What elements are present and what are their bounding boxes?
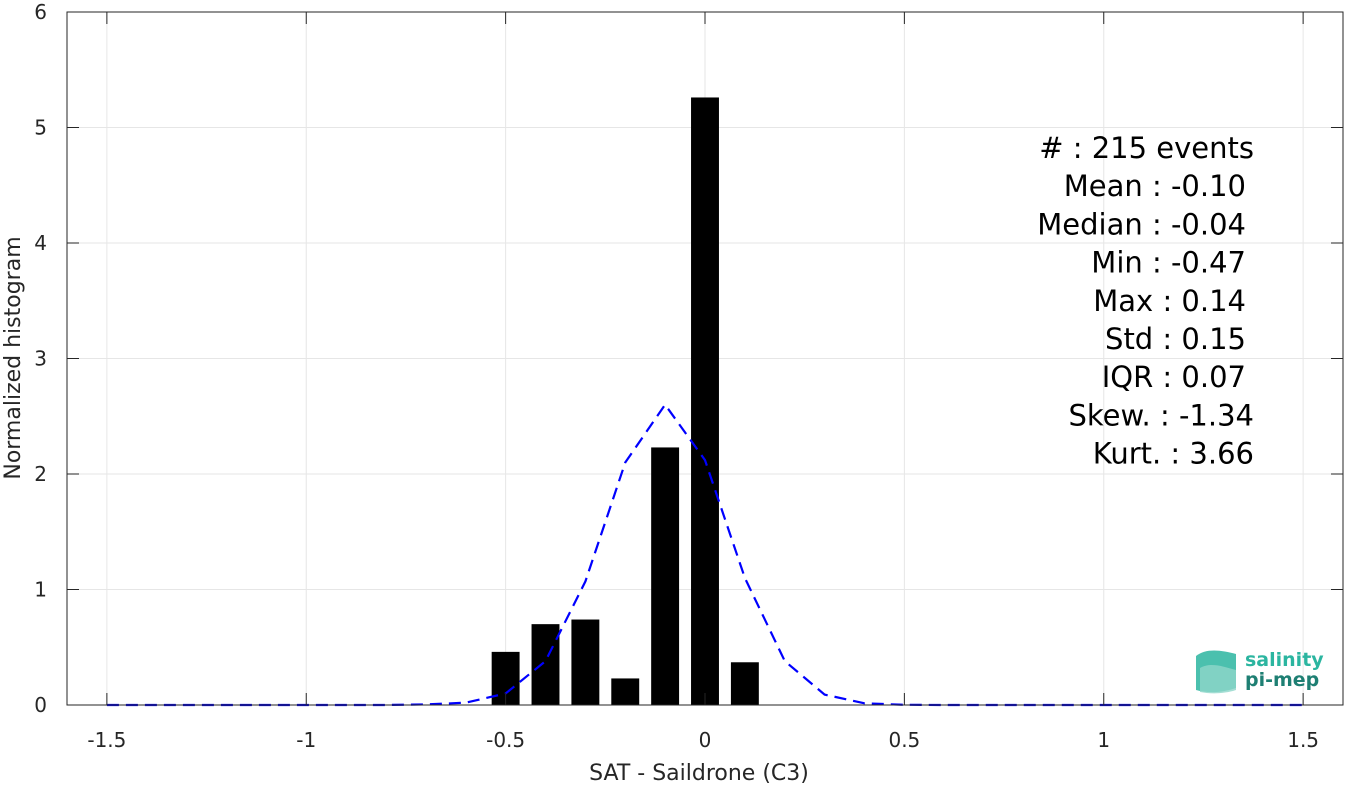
y-tick-label: 0	[34, 693, 47, 717]
x-tick-label: -1	[296, 728, 316, 752]
histogram-bars	[491, 97, 759, 706]
histogram-bar	[691, 97, 719, 706]
histogram-bar	[531, 624, 560, 705]
y-tick-label: 4	[34, 231, 47, 255]
stat-line: Min : -0.47	[1091, 246, 1246, 280]
y-tick-label: 5	[34, 116, 47, 140]
x-tick-label: 1	[1097, 728, 1110, 752]
histogram-bar	[611, 678, 640, 705]
stat-line: Std : 0.15	[1105, 322, 1246, 356]
statistics-box: # : 215 events Mean : -0.10 Median : -0.04…	[1037, 131, 1254, 471]
histogram-bar	[571, 619, 600, 705]
stat-line: IQR : 0.07	[1102, 360, 1246, 394]
x-axis-label: SAT - Saildrone (C3)	[589, 761, 809, 785]
y-tick-label: 2	[34, 462, 47, 486]
x-tick-label: 1.5	[1287, 728, 1319, 752]
logo-wave-icon-2	[1200, 664, 1236, 694]
y-tick-labels: 0 1 2 3 4 5 6	[34, 0, 47, 717]
x-tick-label: -0.5	[486, 728, 525, 752]
stat-line: Skew. : -1.34	[1068, 398, 1254, 432]
y-tick-label: 3	[34, 347, 47, 371]
y-tick-label: 6	[34, 0, 47, 24]
stat-line: Median : -0.04	[1037, 207, 1246, 241]
stat-line: Max : 0.14	[1093, 284, 1246, 318]
x-tick-label: -1.5	[87, 728, 126, 752]
stat-line: # : 215 events	[1039, 131, 1254, 165]
logo-text-salinity: salinity	[1245, 649, 1324, 671]
x-tick-labels: -1.5 -1 -0.5 0 0.5 1 1.5	[87, 728, 1319, 752]
axes-box	[66, 11, 1344, 706]
stat-line: Mean : -0.10	[1064, 169, 1246, 203]
y-tick-label: 1	[34, 578, 47, 602]
stat-line: Kurt. : 3.66	[1093, 437, 1254, 471]
y-axis-label: Normalized histogram	[1, 236, 26, 479]
logo-text-pimep: pi-mep	[1245, 669, 1319, 691]
x-tick-label: 0	[699, 728, 712, 752]
histogram-bar	[730, 662, 759, 705]
x-tick-label: 0.5	[888, 728, 920, 752]
histogram-bar	[651, 447, 680, 705]
salinity-pimep-logo: salinity pi-mep	[1196, 649, 1324, 694]
